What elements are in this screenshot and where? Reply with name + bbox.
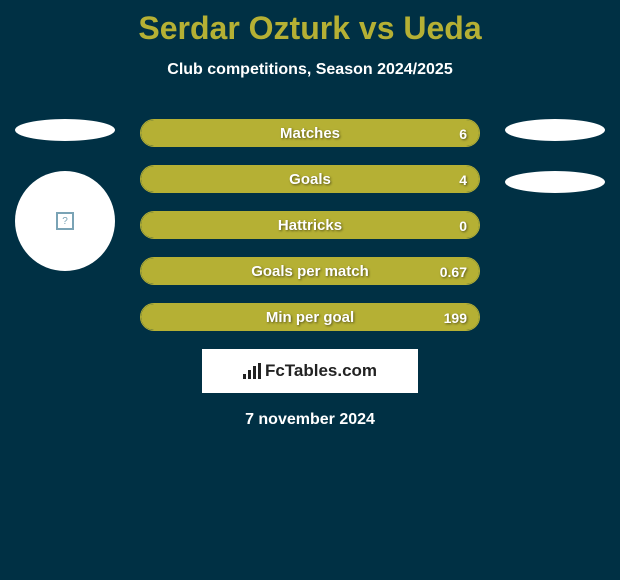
stat-row-goals: Goals 4: [140, 165, 480, 193]
stat-row-goals-per-match: Goals per match 0.67: [140, 257, 480, 285]
logo-label: FcTables.com: [265, 361, 377, 381]
player-right-extra-placeholder: [505, 171, 605, 193]
stat-right-value: 4: [459, 166, 467, 193]
logo-text: FcTables.com: [243, 361, 377, 381]
stat-right-value: 199: [444, 304, 467, 331]
player-right-name-placeholder: [505, 119, 605, 141]
stat-right-value: 0: [459, 212, 467, 239]
player-left-column: ?: [10, 119, 120, 271]
stat-label: Matches: [141, 120, 479, 147]
stat-bars: Matches 6 Goals 4 Hattricks 0 Goals per …: [140, 119, 480, 331]
stat-label: Hattricks: [141, 212, 479, 239]
stat-label: Goals: [141, 166, 479, 193]
stat-row-min-per-goal: Min per goal 199: [140, 303, 480, 331]
stat-row-matches: Matches 6: [140, 119, 480, 147]
page-title: Serdar Ozturk vs Ueda: [0, 0, 620, 47]
stat-label: Min per goal: [141, 304, 479, 331]
stat-label: Goals per match: [141, 258, 479, 285]
player-left-avatar: ?: [15, 171, 115, 271]
page-subtitle: Club competitions, Season 2024/2025: [0, 61, 620, 79]
comparison-content: ? Matches 6 Goals 4 Hattricks 0 Goals: [0, 119, 620, 429]
player-right-column: [500, 119, 610, 223]
stat-right-value: 0.67: [440, 258, 467, 285]
source-logo[interactable]: FcTables.com: [202, 349, 418, 393]
bar-chart-icon: [243, 363, 261, 379]
avatar-placeholder-icon: ?: [56, 212, 74, 230]
player-left-name-placeholder: [15, 119, 115, 141]
stat-row-hattricks: Hattricks 0: [140, 211, 480, 239]
report-date: 7 november 2024: [0, 411, 620, 429]
stat-right-value: 6: [459, 120, 467, 147]
